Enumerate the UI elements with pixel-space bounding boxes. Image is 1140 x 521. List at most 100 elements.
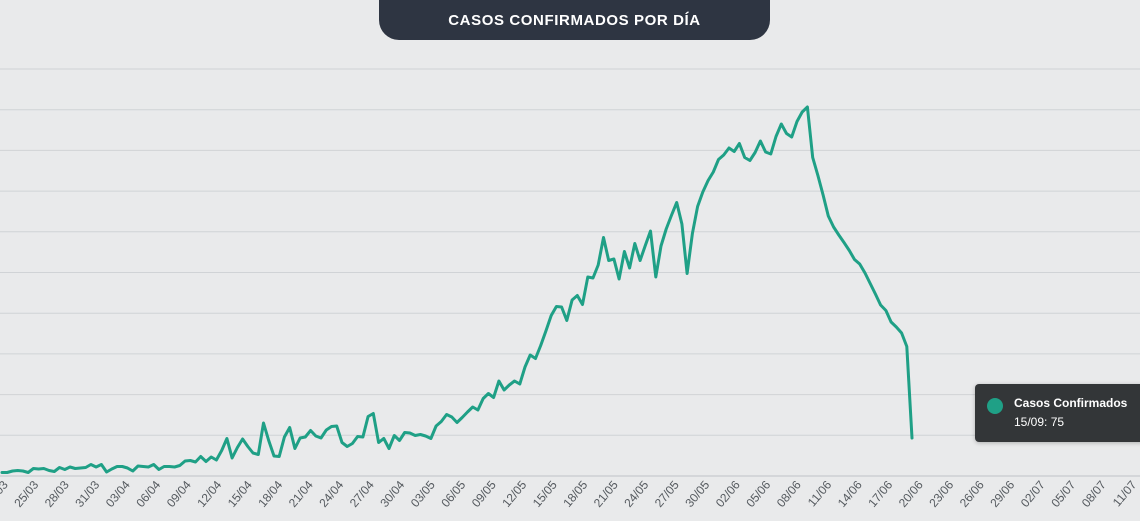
data-point[interactable] bbox=[376, 440, 381, 445]
data-point[interactable] bbox=[721, 153, 726, 158]
data-point[interactable] bbox=[219, 448, 224, 453]
data-point[interactable] bbox=[470, 405, 475, 410]
data-point[interactable] bbox=[261, 421, 266, 426]
data-point[interactable] bbox=[622, 249, 627, 254]
data-point[interactable] bbox=[789, 135, 794, 140]
data-point[interactable] bbox=[183, 459, 188, 464]
data-point[interactable] bbox=[815, 173, 820, 178]
data-point[interactable] bbox=[732, 149, 737, 154]
data-point[interactable] bbox=[188, 458, 193, 463]
data-point[interactable] bbox=[627, 266, 632, 271]
data-point[interactable] bbox=[847, 248, 852, 253]
data-point[interactable] bbox=[611, 257, 616, 262]
data-point[interactable] bbox=[894, 325, 899, 330]
data-point[interactable] bbox=[136, 464, 141, 469]
data-point[interactable] bbox=[245, 444, 250, 449]
data-point[interactable] bbox=[523, 365, 528, 370]
data-point[interactable] bbox=[910, 436, 915, 441]
data-point[interactable] bbox=[554, 304, 559, 309]
data-point[interactable] bbox=[319, 436, 324, 441]
data-point[interactable] bbox=[747, 158, 752, 163]
data-point[interactable] bbox=[313, 434, 318, 439]
data-point[interactable] bbox=[831, 225, 836, 230]
data-point[interactable] bbox=[632, 241, 637, 246]
data-point[interactable] bbox=[460, 415, 465, 420]
data-point[interactable] bbox=[282, 435, 287, 440]
data-point[interactable] bbox=[873, 292, 878, 297]
data-point[interactable] bbox=[434, 424, 439, 429]
data-point[interactable] bbox=[481, 396, 486, 401]
data-point[interactable] bbox=[528, 353, 533, 358]
data-point[interactable] bbox=[889, 320, 894, 325]
data-point[interactable] bbox=[397, 438, 402, 443]
data-point[interactable] bbox=[324, 428, 329, 433]
data-point[interactable] bbox=[88, 462, 93, 467]
data-point[interactable] bbox=[821, 193, 826, 198]
data-point[interactable] bbox=[575, 293, 580, 298]
data-point[interactable] bbox=[387, 446, 392, 451]
data-point[interactable] bbox=[204, 459, 209, 464]
data-point[interactable] bbox=[805, 105, 810, 110]
data-point[interactable] bbox=[57, 465, 62, 470]
data-point[interactable] bbox=[277, 454, 282, 459]
data-point[interactable] bbox=[125, 466, 130, 471]
data-point[interactable] bbox=[146, 465, 151, 470]
data-point[interactable] bbox=[20, 469, 25, 474]
data-point[interactable] bbox=[465, 410, 470, 415]
data-point[interactable] bbox=[109, 467, 114, 472]
data-point[interactable] bbox=[413, 433, 418, 438]
data-point[interactable] bbox=[863, 271, 868, 276]
data-point[interactable] bbox=[193, 460, 198, 465]
data-point[interactable] bbox=[753, 150, 758, 155]
data-point[interactable] bbox=[517, 382, 522, 387]
data-point[interactable] bbox=[235, 445, 240, 450]
data-point[interactable] bbox=[0, 470, 5, 475]
data-point[interactable] bbox=[533, 356, 538, 361]
data-point[interactable] bbox=[298, 436, 303, 441]
data-point[interactable] bbox=[266, 438, 271, 443]
data-point[interactable] bbox=[878, 303, 883, 308]
data-point[interactable] bbox=[580, 302, 585, 307]
data-point[interactable] bbox=[795, 119, 800, 124]
data-point[interactable] bbox=[664, 227, 669, 232]
data-point[interactable] bbox=[883, 308, 888, 313]
data-point[interactable] bbox=[78, 466, 83, 471]
data-point[interactable] bbox=[596, 263, 601, 268]
data-point[interactable] bbox=[439, 419, 444, 424]
data-point[interactable] bbox=[564, 318, 569, 323]
data-point[interactable] bbox=[355, 434, 360, 439]
data-point[interactable] bbox=[768, 152, 773, 157]
data-point[interactable] bbox=[727, 146, 732, 151]
data-point[interactable] bbox=[868, 281, 873, 286]
data-point[interactable] bbox=[716, 157, 721, 162]
data-point[interactable] bbox=[198, 454, 203, 459]
data-point[interactable] bbox=[711, 170, 716, 175]
data-point[interactable] bbox=[491, 395, 496, 400]
data-point[interactable] bbox=[360, 435, 365, 440]
data-point[interactable] bbox=[41, 466, 46, 471]
data-point[interactable] bbox=[648, 229, 653, 234]
data-point[interactable] bbox=[591, 276, 596, 281]
data-point[interactable] bbox=[826, 214, 831, 219]
data-point[interactable] bbox=[381, 436, 386, 441]
data-point[interactable] bbox=[162, 464, 167, 469]
data-point[interactable] bbox=[763, 150, 768, 155]
data-point[interactable] bbox=[570, 298, 575, 303]
data-point[interactable] bbox=[214, 458, 219, 463]
data-point[interactable] bbox=[549, 313, 554, 318]
data-point[interactable] bbox=[601, 235, 606, 240]
data-point[interactable] bbox=[251, 451, 256, 456]
data-point[interactable] bbox=[308, 428, 313, 433]
data-point[interactable] bbox=[62, 467, 67, 472]
data-point[interactable] bbox=[836, 233, 841, 238]
data-point[interactable] bbox=[444, 412, 449, 417]
series-group[interactable] bbox=[0, 105, 915, 476]
data-point[interactable] bbox=[758, 139, 763, 144]
data-point[interactable] bbox=[423, 434, 428, 439]
data-point[interactable] bbox=[449, 415, 454, 420]
data-point[interactable] bbox=[31, 466, 36, 471]
data-point[interactable] bbox=[706, 178, 711, 183]
data-point[interactable] bbox=[538, 343, 543, 348]
data-point[interactable] bbox=[292, 446, 297, 451]
data-point[interactable] bbox=[904, 344, 909, 349]
